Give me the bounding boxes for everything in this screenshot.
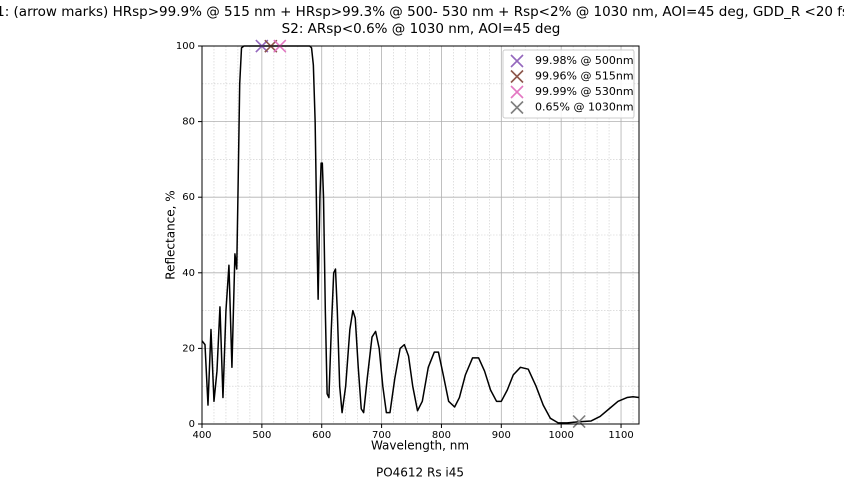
y-tick-label: 100 <box>176 41 195 52</box>
chart-title: S2: ARsp<0.6% @ 1030 nm, AOI=45 deg <box>282 21 561 37</box>
legend-label: 0.65% @ 1030nm <box>535 101 634 114</box>
chart-title: S1: (arrow marks) HRsp>99.9% @ 515 nm + … <box>0 4 844 20</box>
legend-label: 99.98% @ 500nm <box>535 54 634 67</box>
x-tick-label: 900 <box>492 430 511 441</box>
x-tick-label: 500 <box>252 430 271 441</box>
legend-box <box>502 49 635 119</box>
y-tick-label: 40 <box>182 268 195 279</box>
x-axis-label: Wavelength, nm <box>371 439 469 453</box>
y-tick-label: 0 <box>189 419 195 430</box>
footer: PO4612 Rs i45 <box>376 466 464 480</box>
marker <box>572 414 586 429</box>
y-tick-label: 20 <box>182 343 195 354</box>
y-tick-label: 60 <box>182 192 195 203</box>
y-tick-label: 80 <box>182 117 195 128</box>
plot-frame <box>201 45 640 425</box>
x-tick-label: 600 <box>312 430 331 441</box>
legend-marker <box>510 85 524 99</box>
x-tick-label: 1100 <box>608 430 633 441</box>
curve <box>201 45 640 424</box>
legend-label: 99.96% @ 515nm <box>535 70 634 83</box>
x-tick-label: 800 <box>432 430 451 441</box>
x-tick-label: 1000 <box>548 430 573 441</box>
x-tick-label: 700 <box>372 430 391 441</box>
y-axis-label: Reflectance, % <box>164 190 178 279</box>
legend-marker <box>510 100 524 115</box>
legend-marker <box>510 54 524 68</box>
x-tick-label: 400 <box>192 430 211 441</box>
legend-marker <box>510 69 524 84</box>
legend-label: 99.99% @ 530nm <box>535 85 634 98</box>
